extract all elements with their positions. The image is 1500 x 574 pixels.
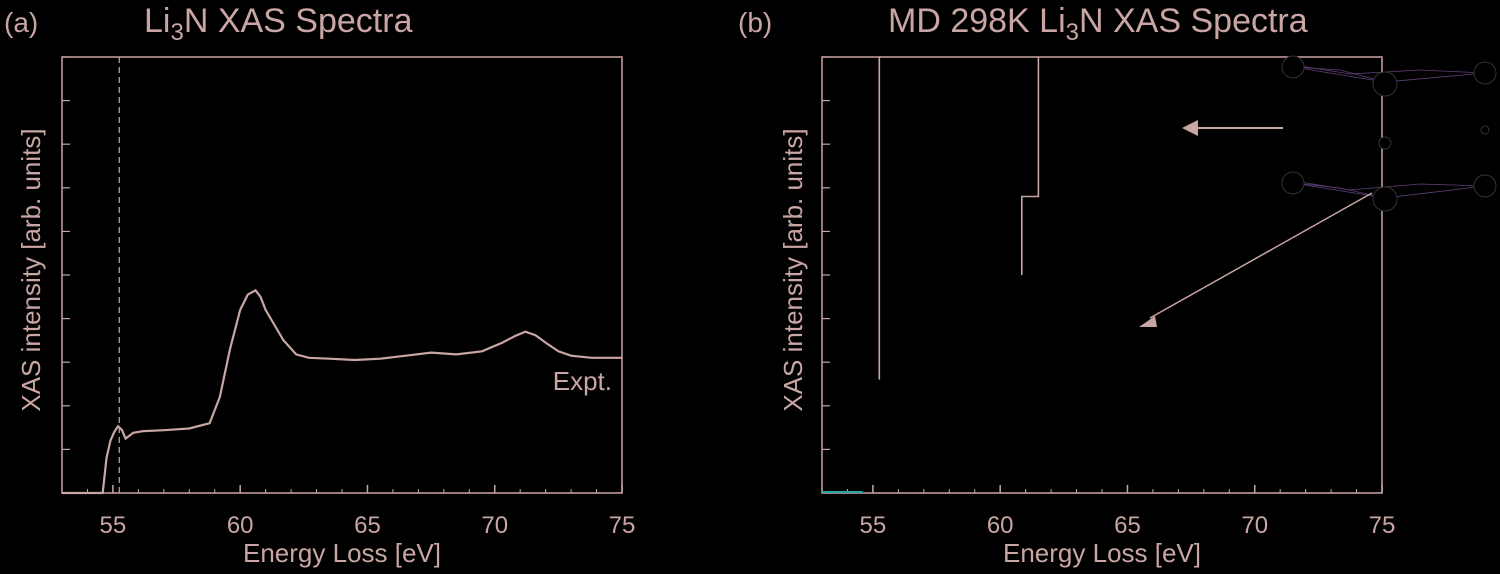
crystal-structure-inset [1281, 55, 1497, 212]
panel-a-title-part1: Li [144, 2, 170, 40]
x-tick-label: 70 [1241, 512, 1268, 539]
inset-atom [1372, 71, 1398, 97]
panel-a: (a) Li3N XAS Spectra 55 60 65 70 75 Expt. En… [4, 2, 635, 568]
x-tick-label: 60 [987, 512, 1014, 539]
inset-arrow-lower [1139, 192, 1373, 327]
inset-atom [1480, 125, 1490, 135]
panel-b-label: (b) [738, 7, 772, 38]
panel-a-y-axis-label: XAS intensity [arb. units] [16, 128, 46, 411]
x-tick-label: 65 [354, 512, 381, 539]
panel-b-x-axis-label: Energy Loss [eV] [1003, 538, 1201, 568]
panel-b-step-traces [878, 57, 1040, 380]
step-trace [1021, 57, 1040, 275]
panel-a-plot-frame [61, 56, 623, 494]
inset-atom [1473, 61, 1497, 85]
panel-a-title-part2: N XAS Spectra [184, 2, 413, 40]
x-tick-label: 65 [1114, 512, 1141, 539]
inset-atom [1372, 186, 1398, 212]
inset-atom [1378, 136, 1392, 150]
inset-atom [1281, 171, 1305, 195]
x-tick-label: 70 [481, 512, 508, 539]
x-tick-label: 75 [1369, 512, 1396, 539]
panel-a-y-ticks [62, 56, 70, 494]
panel-a-title: Li3N XAS Spectra [144, 2, 413, 46]
panel-b-title: MD 298K Li3N XAS Spectra [888, 2, 1308, 46]
panel-a-label: (a) [4, 7, 38, 38]
panel-b-x-ticks: 55 60 65 70 75 [821, 485, 1396, 539]
x-tick-label: 60 [227, 512, 254, 539]
panel-a-title-subscript: 3 [170, 19, 183, 46]
panel-b-title-part1: MD 298K Li [888, 2, 1066, 40]
panel-b-title-part2: N XAS Spectra [1079, 2, 1308, 40]
panel-b-title-subscript: 3 [1066, 19, 1079, 46]
panel-a-series-expt [62, 288, 622, 495]
inset-atom [1281, 55, 1305, 79]
panel-b-y-axis-label: XAS intensity [arb. units] [778, 128, 808, 411]
inset-arrow-upper [1182, 120, 1283, 136]
panel-b-y-ticks [822, 56, 830, 494]
panel-b: (b) MD 298K Li3N XAS Spectra 55 60 65 70 75 [738, 2, 1497, 568]
inset-atom [1473, 174, 1497, 198]
panel-a-series-label: Expt. [553, 366, 612, 396]
panel-a-x-axis-label: Energy Loss [eV] [243, 538, 441, 568]
x-tick-label: 75 [609, 512, 636, 539]
panel-b-plot-frame [821, 56, 1383, 494]
panel-a-x-ticks: 55 60 65 70 75 [61, 485, 636, 539]
x-tick-label: 55 [100, 512, 127, 539]
x-tick-label: 55 [860, 512, 887, 539]
